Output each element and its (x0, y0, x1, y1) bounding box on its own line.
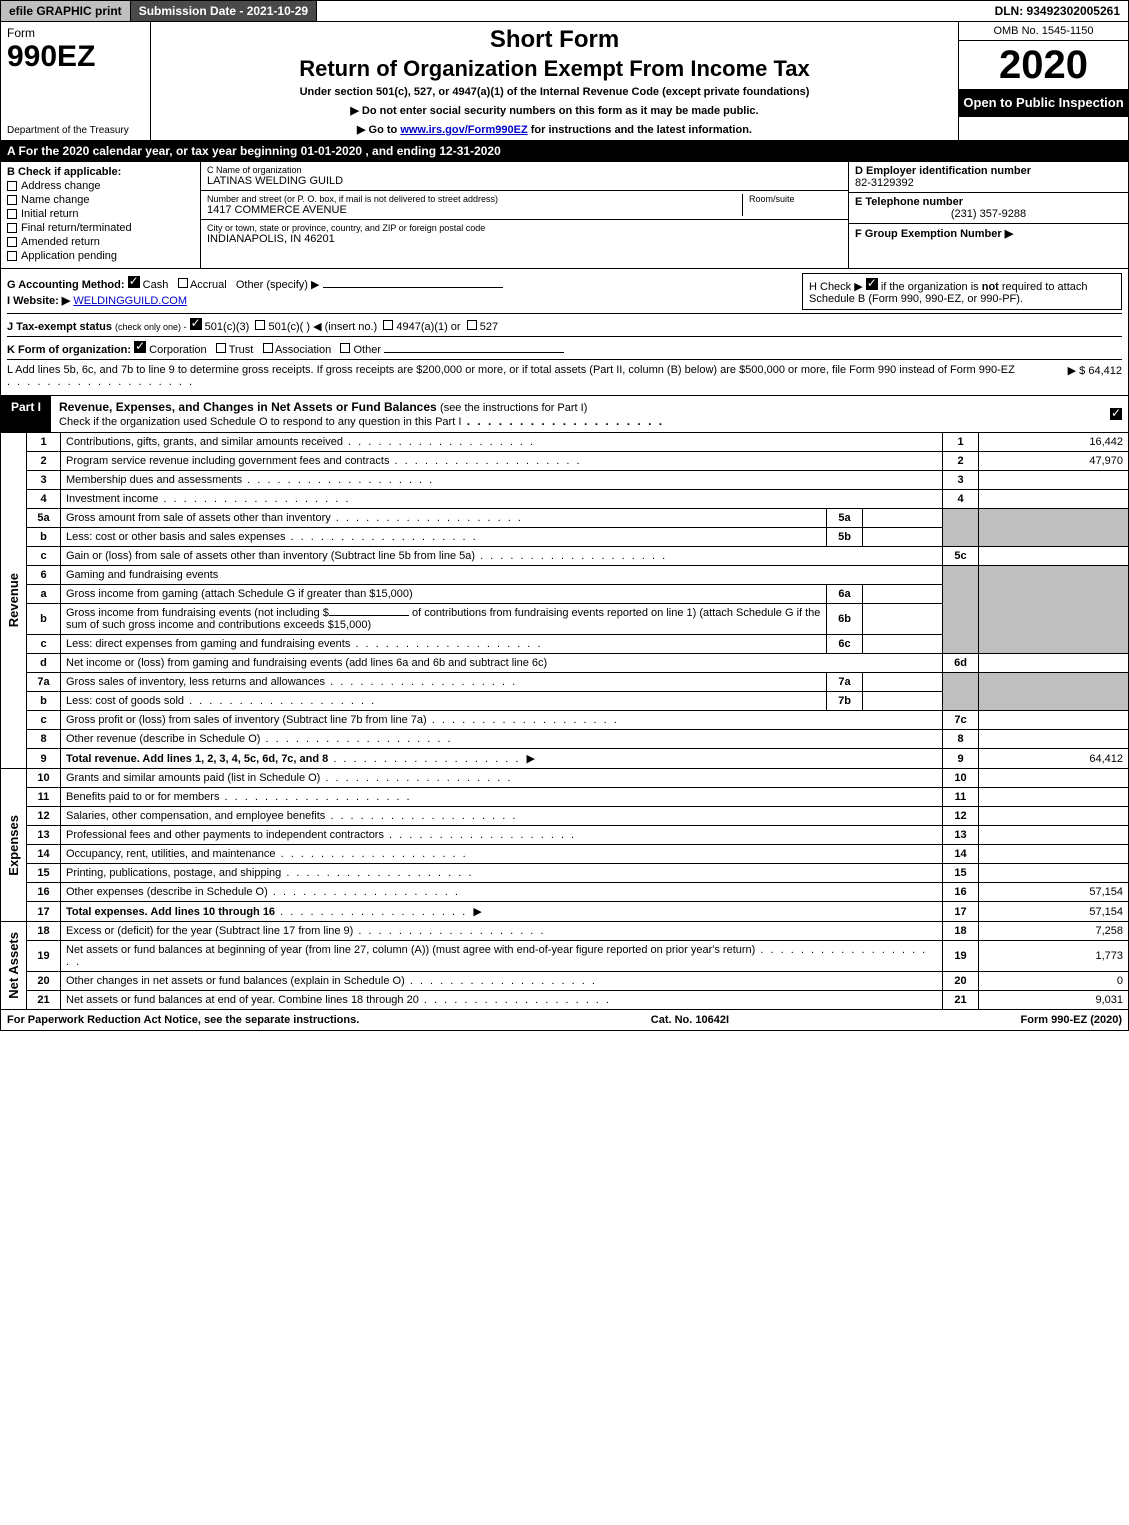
form-version: Form 990-EZ (2020) (1021, 1014, 1122, 1026)
netassets-section-label: Net Assets (6, 932, 21, 999)
gross-receipts-amount: ▶ $ 64,412 (1022, 364, 1122, 388)
box-i: I Website: ▶ WELDINGGUILD.COM (7, 294, 802, 307)
city-value: INDIANAPOLIS, IN 46201 (207, 233, 842, 245)
line-20-amount: 0 (979, 972, 1129, 991)
opt-application-pending: Application pending (21, 250, 117, 262)
efile-print-button[interactable]: efile GRAPHIC print (1, 1, 131, 21)
phone-value: (231) 357-9288 (855, 208, 1122, 220)
topbar: efile GRAPHIC print Submission Date - 20… (0, 0, 1129, 22)
room-label: Room/suite (749, 194, 842, 204)
org-name: LATINAS WELDING GUILD (207, 175, 842, 187)
info-block: B Check if applicable: Address change Na… (0, 162, 1129, 269)
checkbox-schedule-o[interactable] (1110, 408, 1122, 420)
page-footer: For Paperwork Reduction Act Notice, see … (0, 1010, 1129, 1031)
opt-name-change: Name change (21, 194, 90, 206)
checkbox-name-change[interactable] (7, 195, 17, 205)
part-i-table: Revenue 1Contributions, gifts, grants, a… (0, 433, 1129, 1010)
checkbox-corporation[interactable] (134, 341, 146, 353)
submission-date-button[interactable]: Submission Date - 2021-10-29 (131, 1, 317, 21)
ein-label: D Employer identification number (855, 165, 1122, 177)
return-title: Return of Organization Exempt From Incom… (159, 56, 950, 82)
checkbox-501c[interactable] (255, 320, 265, 330)
opt-final-return: Final return/terminated (21, 222, 132, 234)
opt-initial-return: Initial return (21, 208, 78, 220)
form-header: Form 990EZ Department of the Treasury Sh… (0, 22, 1129, 141)
checkbox-cash[interactable] (128, 276, 140, 288)
checkbox-association[interactable] (263, 343, 273, 353)
group-exemption-label: F Group Exemption Number ▶ (855, 227, 1122, 240)
form-label: Form (7, 26, 144, 40)
box-b: B Check if applicable: Address change Na… (1, 162, 201, 268)
part-i-title: Revenue, Expenses, and Changes in Net As… (59, 400, 437, 414)
irs-link[interactable]: www.irs.gov/Form990EZ (400, 124, 527, 136)
opt-amended-return: Amended return (21, 236, 100, 248)
goto-instructions: ▶ Go to www.irs.gov/Form990EZ for instru… (159, 123, 950, 136)
box-k: K Form of organization: Corporation Trus… (7, 336, 1122, 356)
line-1-amount: 16,442 (979, 433, 1129, 452)
expenses-section-label: Expenses (6, 815, 21, 876)
website-link[interactable]: WELDINGGUILD.COM (73, 295, 187, 307)
ssn-warning: ▶ Do not enter social security numbers o… (159, 104, 950, 117)
open-to-public: Open to Public Inspection (959, 89, 1128, 117)
checkbox-501c3[interactable] (190, 318, 202, 330)
part-i-label: Part I (1, 396, 51, 432)
line-9-amount: 64,412 (979, 749, 1129, 769)
street-value: 1417 COMMERCE AVENUE (207, 204, 742, 216)
city-label: City or town, state or province, country… (207, 223, 842, 233)
ein-value: 82-3129392 (855, 177, 1122, 189)
catalog-number: Cat. No. 10642I (651, 1014, 729, 1026)
checkbox-other-org[interactable] (340, 343, 350, 353)
checkbox-amended-return[interactable] (7, 237, 17, 247)
mid-section: G Accounting Method: Cash Accrual Other … (0, 269, 1129, 396)
paperwork-notice: For Paperwork Reduction Act Notice, see … (7, 1014, 359, 1026)
checkbox-4947[interactable] (383, 320, 393, 330)
line-2-amount: 47,970 (979, 452, 1129, 471)
street-label: Number and street (or P. O. box, if mail… (207, 194, 742, 204)
form-number: 990EZ (7, 42, 144, 72)
box-h: H Check ▶ if the organization is not req… (802, 273, 1122, 310)
line-18-amount: 7,258 (979, 922, 1129, 941)
short-form-title: Short Form (159, 26, 950, 54)
tax-year: 2020 (959, 41, 1128, 89)
tax-year-period: A For the 2020 calendar year, or tax yea… (0, 141, 1129, 162)
line-16-amount: 57,154 (979, 883, 1129, 902)
org-name-label: C Name of organization (207, 165, 842, 175)
under-section-text: Under section 501(c), 527, or 4947(a)(1)… (159, 86, 950, 98)
box-l: L Add lines 5b, 6c, and 7b to line 9 to … (7, 359, 1122, 388)
revenue-section-label: Revenue (6, 573, 21, 627)
box-g: G Accounting Method: Cash Accrual Other … (7, 276, 802, 291)
checkbox-initial-return[interactable] (7, 209, 17, 219)
omb-number: OMB No. 1545-1150 (959, 22, 1128, 41)
checkbox-trust[interactable] (216, 343, 226, 353)
checkbox-schedule-b[interactable] (866, 278, 878, 290)
checkbox-address-change[interactable] (7, 181, 17, 191)
box-b-label: B Check if applicable: (7, 166, 194, 178)
line-21-amount: 9,031 (979, 991, 1129, 1010)
box-j: J Tax-exempt status (check only one) - 5… (7, 313, 1122, 333)
phone-label: E Telephone number (855, 196, 1122, 208)
checkbox-accrual[interactable] (178, 278, 188, 288)
part-i-sub: Check if the organization used Schedule … (59, 416, 461, 428)
line-19-amount: 1,773 (979, 941, 1129, 972)
department-label: Department of the Treasury (7, 125, 144, 136)
opt-address-change: Address change (21, 180, 101, 192)
dln-label: DLN: 93492302005261 (987, 1, 1128, 21)
part-i-header: Part I Revenue, Expenses, and Changes in… (0, 396, 1129, 433)
checkbox-527[interactable] (467, 320, 477, 330)
checkbox-application-pending[interactable] (7, 251, 17, 261)
checkbox-final-return[interactable] (7, 223, 17, 233)
line-17-amount: 57,154 (979, 902, 1129, 922)
box-c: C Name of organization LATINAS WELDING G… (201, 162, 848, 268)
